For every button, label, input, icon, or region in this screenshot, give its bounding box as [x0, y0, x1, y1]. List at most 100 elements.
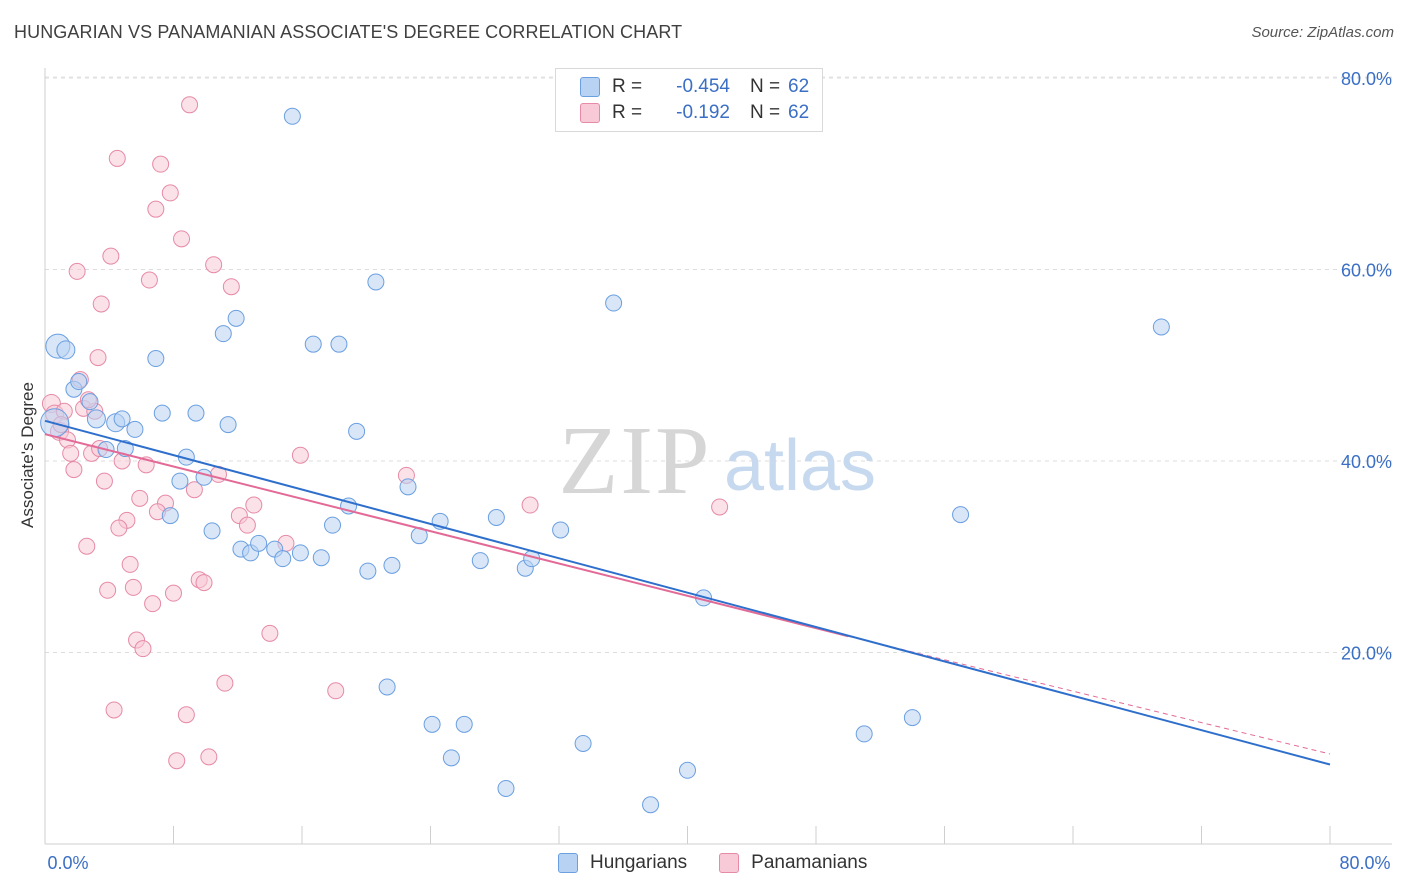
panamanian-point: [121, 555, 139, 573]
panamanian-point: [291, 446, 309, 464]
panamanian-point: [185, 481, 203, 499]
panamanian-point: [62, 444, 80, 462]
panamanian-point: [168, 752, 186, 770]
hungarian-point: [378, 678, 396, 696]
hungarian-point: [70, 373, 88, 391]
series-label-hungarians: Hungarians: [590, 852, 688, 873]
series-legend-panamanians: Panamanians: [719, 852, 867, 874]
hungarian-point: [855, 725, 873, 743]
hungarian-point: [113, 410, 131, 428]
series-swatch-hungarians: [558, 853, 578, 873]
panamanian-point: [89, 349, 107, 367]
panamanian-point: [124, 578, 142, 596]
panamanian-point: [95, 472, 113, 490]
legend-row-hungarians: R = -0.454 N = 62: [580, 75, 809, 99]
panamanian-point: [65, 461, 83, 479]
hungarian-point: [304, 335, 322, 353]
hungarian-point: [56, 340, 76, 360]
hungarian-point: [552, 521, 570, 539]
hungarian-point: [81, 393, 99, 411]
panamanians-trend-line: [44, 433, 849, 638]
y-tick-label: 60.0%: [1341, 261, 1392, 281]
hungarian-point: [442, 749, 460, 767]
hungarian-point: [187, 404, 205, 422]
hungarian-point: [126, 420, 144, 438]
panamanian-point: [78, 537, 96, 555]
hungarian-point: [195, 468, 213, 486]
hungarian-point: [383, 556, 401, 574]
panamanian-point: [238, 516, 256, 534]
legend-swatch-hungarians: [580, 77, 600, 97]
hungarian-point: [312, 549, 330, 567]
hungarian-point: [86, 409, 106, 429]
panamanian-point: [200, 748, 218, 766]
panamanian-point: [161, 184, 179, 202]
x-tick-label: 80.0%: [1339, 853, 1390, 873]
panamanian-point: [144, 595, 162, 613]
grid-layer: [45, 76, 1392, 653]
hungarian-point: [147, 350, 165, 368]
axis-layer: [44, 68, 1392, 845]
legend-n-label: N =: [750, 76, 781, 97]
panamanian-point: [152, 155, 170, 173]
panamanian-point: [140, 271, 158, 289]
panamanian-point: [99, 581, 117, 599]
watermark-atlas: atlas: [724, 426, 876, 506]
hungarian-point: [161, 507, 179, 525]
panamanian-point: [195, 574, 213, 592]
panamanian-point: [521, 496, 539, 514]
hungarian-point: [399, 478, 417, 496]
legend-r-label: R =: [612, 76, 643, 97]
hungarian-point: [487, 508, 505, 526]
panamanian-point: [173, 230, 191, 248]
hungarian-point: [291, 544, 309, 562]
panamanian-point: [102, 247, 120, 265]
series-legend: Hungarians Panamanians: [558, 852, 899, 874]
legend-r-value: -0.192: [676, 102, 730, 123]
watermark-zip: ZIP: [559, 407, 712, 515]
panamanian-point: [205, 256, 223, 274]
panamanian-point: [245, 496, 263, 514]
legend-swatch-panamanians: [580, 103, 600, 123]
hungarian-point: [423, 715, 441, 733]
hungarian-point: [203, 522, 221, 540]
legend-n-label: N =: [750, 102, 781, 123]
legend-r-value: -0.454: [676, 76, 730, 97]
hungarian-point: [348, 422, 366, 440]
panamanian-point: [216, 674, 234, 692]
hungarian-point: [679, 761, 696, 779]
panamanian-point: [177, 706, 195, 724]
hungarian-point: [274, 550, 292, 568]
hungarian-point: [214, 325, 232, 343]
hungarian-point: [324, 516, 342, 534]
panamanian-point: [222, 278, 240, 296]
hungarian-point: [219, 416, 237, 434]
series-legend-hungarians: Hungarians: [558, 852, 687, 874]
hungarian-point: [605, 294, 623, 312]
hungarians-trend-line: [44, 419, 1331, 766]
x-tick-label: 0.0%: [47, 853, 88, 873]
panamanian-point: [110, 519, 128, 537]
trend-lines: [44, 419, 1331, 766]
panamanians-points: [41, 96, 729, 770]
y-tick-label: 80.0%: [1341, 69, 1392, 89]
hungarian-point: [497, 779, 515, 797]
hungarian-point: [903, 709, 921, 727]
panamanian-point: [131, 489, 149, 507]
hungarian-point: [283, 107, 301, 125]
hungarian-point: [359, 562, 377, 580]
hungarian-point: [574, 734, 592, 752]
panamanian-point: [261, 624, 279, 642]
panamanian-point: [92, 295, 110, 313]
panamanian-point: [134, 640, 152, 658]
chart-title: HUNGARIAN VS PANAMANIAN ASSOCIATE'S DEGR…: [14, 22, 683, 42]
y-tick-label: 20.0%: [1341, 644, 1392, 664]
hungarian-point: [367, 273, 385, 291]
panamanians-trend-dashed: [848, 635, 1331, 755]
panamanian-point: [181, 96, 199, 114]
hungarian-point: [250, 534, 268, 552]
panamanian-point: [711, 498, 729, 516]
series-swatch-panamanians: [719, 853, 740, 873]
panamanian-point: [108, 149, 126, 167]
panamanian-point: [68, 262, 86, 280]
